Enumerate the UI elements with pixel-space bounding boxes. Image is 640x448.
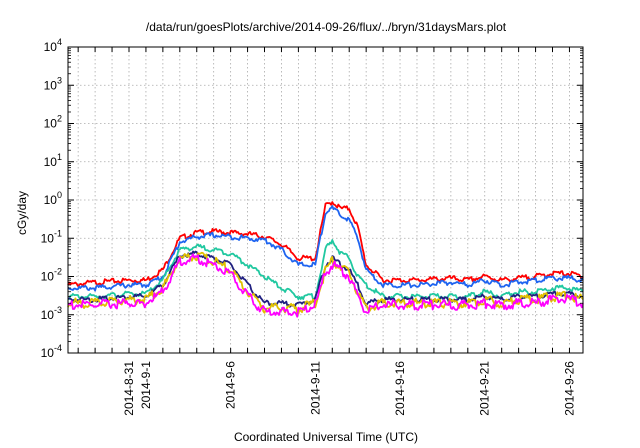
x-tick-label: 2014-9-6	[224, 361, 238, 409]
x-tick-label: 2014-8-31	[122, 361, 136, 416]
y-tick-label: 10-4	[41, 343, 62, 360]
y-tick-label: 10-2	[41, 267, 62, 284]
y-tick-label: 103	[44, 75, 62, 92]
series-line	[67, 253, 584, 318]
grid	[68, 47, 583, 353]
y-tick-label: 102	[44, 114, 62, 131]
x-tick-label: 2014-9-21	[478, 361, 492, 416]
series-line	[67, 239, 584, 301]
series-group	[67, 201, 584, 318]
x-tick-label: 2014-9-26	[562, 361, 576, 416]
y-tick-label: 100	[44, 190, 62, 207]
chart-title: /data/run/goesPlots/archive/2014-09-26/f…	[145, 20, 507, 34]
x-tick-label: 2014-9-11	[308, 361, 322, 415]
y-tick-labels: 10-4 10-3 10-2 10-1 100 101 102 103 104	[41, 37, 62, 360]
y-tick-label: 10-3	[41, 305, 62, 322]
y-tick-label: 10-1	[41, 228, 62, 245]
y-tick-label: 104	[44, 37, 62, 54]
y-tick-label: 101	[44, 152, 62, 169]
x-tick-label: 2014-9-1	[139, 361, 153, 409]
ticks	[68, 46, 583, 354]
series-line	[67, 205, 584, 292]
x-tick-label: 2014-9-16	[393, 361, 407, 416]
x-axis-label: Coordinated Universal Time (UTC)	[233, 430, 419, 444]
x-tick-labels: 2014-8-31 2014-9-1 2014-9-6 2014-9-11 2014-9…	[122, 361, 576, 416]
